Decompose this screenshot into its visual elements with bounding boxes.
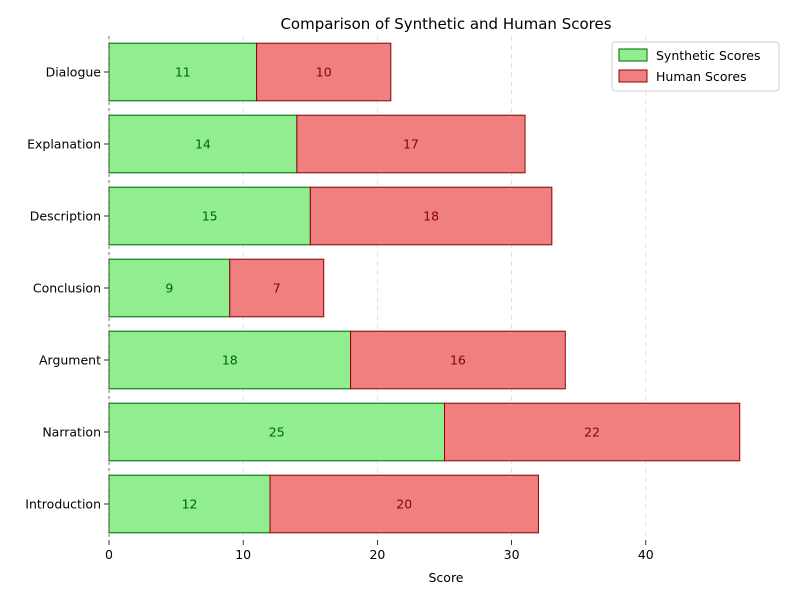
- bar-segment[interactable]: [229, 258, 325, 318]
- bar-segment[interactable]: [309, 186, 553, 246]
- bar-value-label: 18: [222, 353, 238, 368]
- bar-value-label: 14: [195, 137, 211, 152]
- bar-value-label: 25: [269, 425, 285, 440]
- chart-title: Comparison of Synthetic and Human Scores: [280, 15, 611, 33]
- x-tick-label: 40: [638, 547, 654, 562]
- y-tick-label: Argument: [39, 353, 101, 368]
- bar-value-label: 22: [584, 425, 600, 440]
- y-tick-label: Narration: [42, 425, 101, 440]
- legend-label[interactable]: Human Scores: [656, 69, 747, 84]
- bar-value-label: 15: [202, 209, 218, 224]
- x-tick-label: 20: [369, 547, 385, 562]
- bar-value-label: 12: [182, 497, 198, 512]
- bar-segment[interactable]: [296, 114, 526, 174]
- x-tick-label: 30: [504, 547, 520, 562]
- bar-segment[interactable]: [108, 258, 231, 318]
- legend-box: [611, 41, 780, 92]
- x-axis: 0 10 20 30 40: [105, 540, 654, 562]
- bar-value-label: 7: [273, 281, 281, 296]
- bar-segment[interactable]: [108, 186, 311, 246]
- bar-segment[interactable]: [108, 402, 445, 462]
- y-tick-label: Explanation: [27, 137, 101, 152]
- bar-value-label: 17: [403, 137, 419, 152]
- bar-value-label: 20: [396, 497, 412, 512]
- y-tick-label: Description: [30, 209, 101, 224]
- bar-segment[interactable]: [108, 330, 352, 390]
- legend-label[interactable]: Synthetic Scores: [656, 48, 761, 63]
- bar-segment[interactable]: [256, 42, 392, 102]
- y-axis: Introduction Narration Argument Conclusion D…: [25, 36, 110, 540]
- y-tick-label: Dialogue: [46, 65, 102, 80]
- bar-segment[interactable]: [108, 42, 258, 102]
- bars: [108, 42, 741, 534]
- x-tick-label: 10: [235, 547, 251, 562]
- y-tick-label: Introduction: [25, 497, 101, 512]
- bar-segment[interactable]: [350, 330, 566, 390]
- bar-value-label: 11: [175, 65, 191, 80]
- x-tick-label: 0: [105, 547, 113, 562]
- legend[interactable]: Synthetic Scores Human Scores: [611, 41, 780, 92]
- bar-value-label: 16: [450, 353, 466, 368]
- bar-segment[interactable]: [444, 402, 741, 462]
- bar-value-label: 9: [165, 281, 173, 296]
- bar-value-labels: 12 20 25 22 18 16 9 7 15 18 14 17 11 10: [165, 65, 600, 512]
- legend-swatch[interactable]: [618, 48, 648, 62]
- y-tick-label: Conclusion: [33, 281, 101, 296]
- bar-segment[interactable]: [108, 474, 271, 534]
- bar-segment[interactable]: [108, 114, 298, 174]
- bar-segment[interactable]: [269, 474, 539, 534]
- legend-swatch[interactable]: [618, 69, 648, 83]
- x-axis-title: Score: [428, 570, 463, 585]
- bar-value-label: 18: [423, 209, 439, 224]
- bar-value-label: 10: [316, 65, 332, 80]
